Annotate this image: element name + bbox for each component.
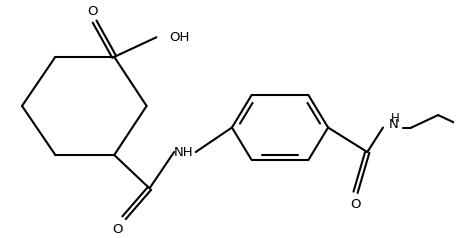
Text: H: H — [390, 112, 399, 124]
Text: NH: NH — [174, 146, 194, 159]
Text: O: O — [87, 5, 98, 18]
Text: OH: OH — [169, 31, 190, 44]
Text: O: O — [112, 223, 122, 236]
Text: O: O — [350, 198, 361, 211]
Text: N: N — [389, 119, 398, 131]
